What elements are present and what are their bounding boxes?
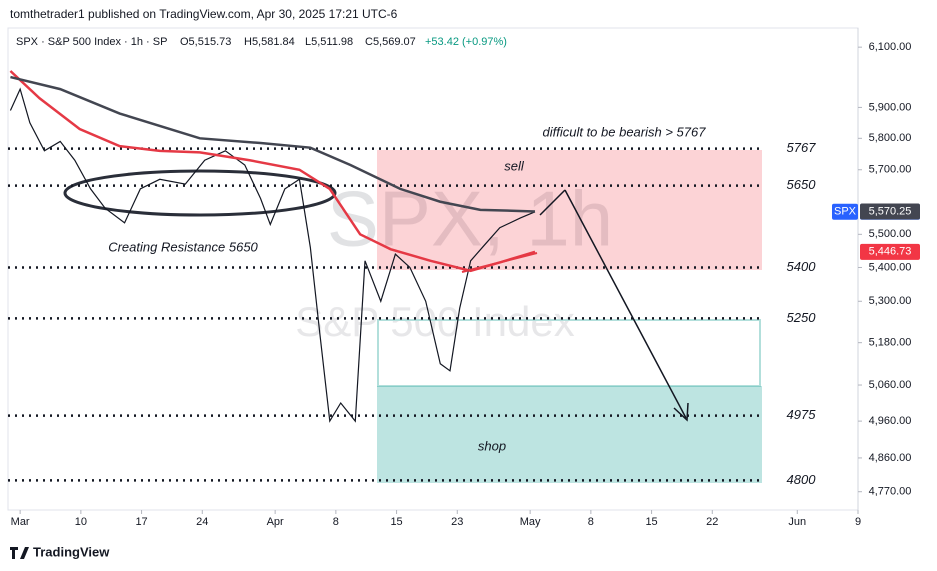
trend-line bbox=[461, 252, 538, 273]
y-tick-label: 5,700.00 bbox=[869, 164, 912, 176]
y-tick-label: 5,800.00 bbox=[869, 132, 912, 144]
outline-zone bbox=[377, 319, 761, 387]
x-tick-label: 10 bbox=[75, 516, 87, 528]
level-label: 5650 bbox=[787, 177, 817, 192]
x-tick-label: 23 bbox=[451, 516, 463, 528]
x-tick-label: 17 bbox=[135, 516, 147, 528]
legend-open: O5,515.73 bbox=[180, 36, 231, 48]
x-tick-label: 22 bbox=[706, 516, 718, 528]
price-line bbox=[9, 87, 536, 423]
resistance-ellipse bbox=[63, 169, 337, 217]
x-tick-label: Apr bbox=[267, 516, 284, 528]
publisher: tomthetrader1 published on TradingView.c… bbox=[10, 7, 398, 21]
price-tag bbox=[860, 203, 920, 220]
y-tick-label: 5,060.00 bbox=[869, 379, 912, 391]
level-label: 5767 bbox=[787, 140, 817, 155]
x-tick-label: 8 bbox=[333, 516, 339, 528]
x-tick-label: May bbox=[520, 516, 541, 528]
level-label: 4800 bbox=[787, 472, 817, 487]
level-label: 4975 bbox=[787, 407, 817, 422]
price-tag-label: 5,570.25 bbox=[869, 205, 912, 217]
legend-close: C5,569.07 bbox=[365, 36, 416, 48]
y-tick-label: 4,770.00 bbox=[869, 486, 912, 498]
x-tick-label: Mar bbox=[11, 516, 30, 528]
symbol-tag bbox=[832, 203, 858, 220]
y-tick-label: 5,500.00 bbox=[869, 228, 912, 240]
watermark: SPX, 1h bbox=[327, 175, 613, 263]
moving-average bbox=[10, 75, 536, 213]
brand-logo bbox=[10, 547, 29, 559]
legend-low: L5,511.98 bbox=[305, 36, 353, 48]
moving-average bbox=[9, 70, 536, 273]
legend-change: +53.42 (+0.97%) bbox=[425, 36, 507, 48]
y-tick-label: 5,400.00 bbox=[869, 261, 912, 273]
y-tick-label: 4,960.00 bbox=[869, 415, 912, 427]
y-tick-label: 5,300.00 bbox=[869, 295, 912, 307]
level-label: 5250 bbox=[787, 310, 817, 325]
shop-zone bbox=[377, 386, 762, 483]
x-tick-label: 24 bbox=[196, 516, 208, 528]
annotation: sell bbox=[504, 158, 525, 173]
level-label: 5400 bbox=[787, 259, 817, 274]
projection-arrow bbox=[564, 189, 687, 419]
sell-zone bbox=[377, 150, 762, 270]
legend-symbol: SPX · S&P 500 Index · 1h · SP bbox=[16, 36, 167, 48]
y-tick-label: 5,900.00 bbox=[869, 101, 912, 113]
x-tick-label: 15 bbox=[390, 516, 402, 528]
annotation: difficult to be bearish > 5767 bbox=[543, 124, 707, 139]
price-tag bbox=[860, 243, 920, 260]
projection-line bbox=[539, 189, 566, 216]
annotation: Creating Resistance 5650 bbox=[108, 239, 258, 254]
symbol-tag-label: SPX bbox=[834, 206, 857, 218]
legend-high: H5,581.84 bbox=[244, 36, 295, 48]
x-tick-label: Jun bbox=[788, 516, 806, 528]
annotation: shop bbox=[478, 438, 506, 453]
x-tick-label: 9 bbox=[855, 516, 861, 528]
price-tag-label: 5,446.73 bbox=[869, 246, 912, 258]
y-tick-label: 6,100.00 bbox=[869, 41, 912, 53]
y-tick-label: 4,860.00 bbox=[869, 452, 912, 464]
x-tick-label: 15 bbox=[645, 516, 657, 528]
x-tick-label: 8 bbox=[588, 516, 594, 528]
watermark: S&P 500 Index bbox=[295, 298, 574, 345]
arrow-head bbox=[673, 402, 689, 422]
brand: TradingView bbox=[33, 544, 110, 559]
y-tick-label: 5,180.00 bbox=[869, 337, 912, 349]
